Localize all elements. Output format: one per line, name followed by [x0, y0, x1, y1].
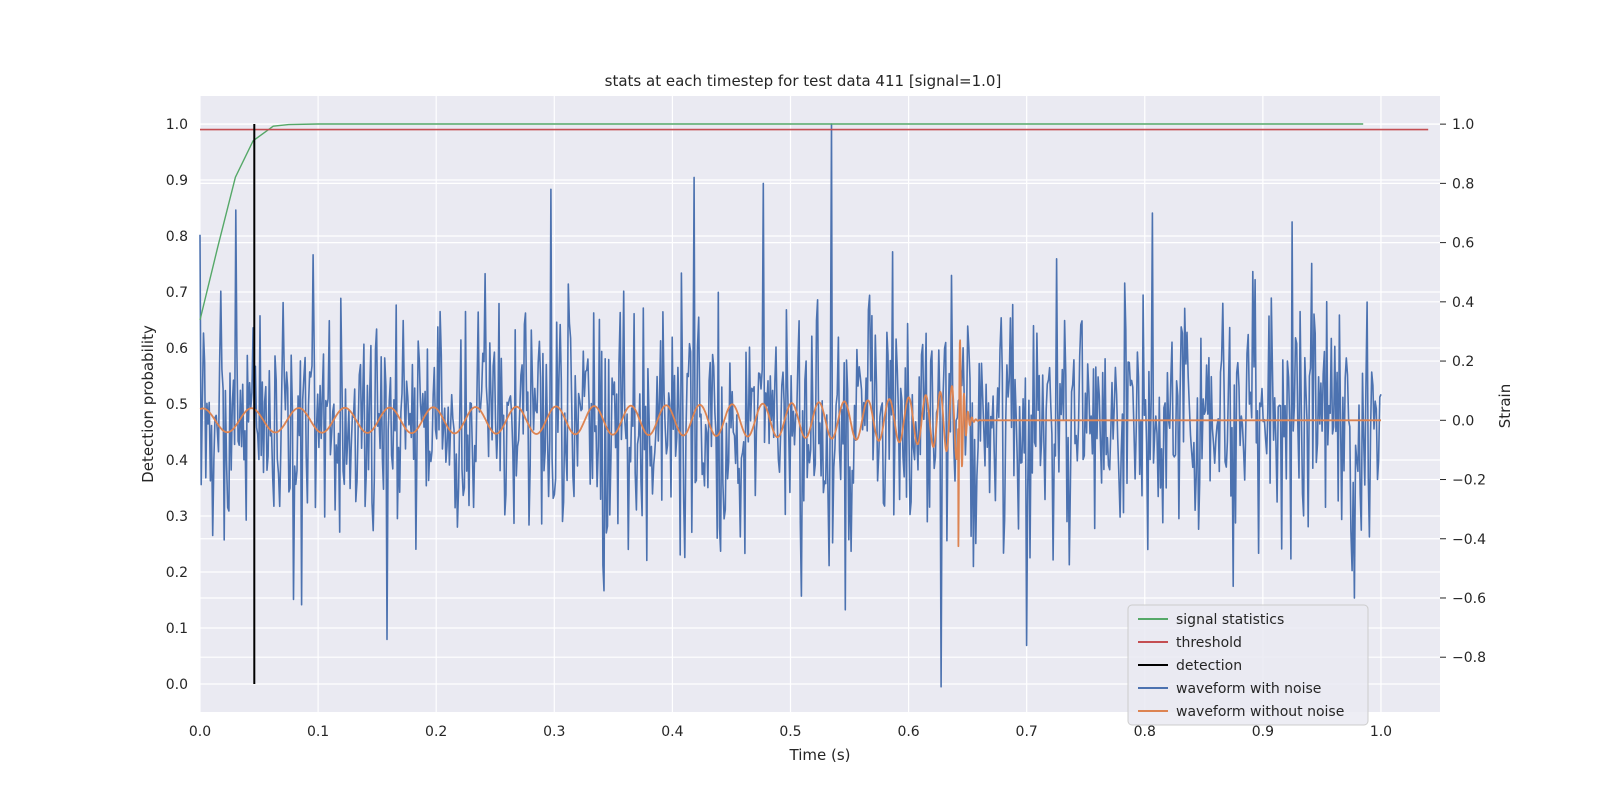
- y-tick-label: 0.6: [166, 341, 188, 357]
- left-axis-ticks: 0.0 0.1 0.2 0.3 0.4 0.5 0.6 0.7 0.8 0.9 1.0: [166, 117, 188, 693]
- y2-axis-title: Strain: [1496, 384, 1514, 428]
- y-tick-label: 0.8: [166, 229, 188, 245]
- y-tick-label: 0.7: [166, 285, 188, 301]
- legend: signal statistics threshold detection wavef…: [1127, 604, 1369, 726]
- legend-label: waveform without noise: [1176, 704, 1344, 720]
- y2-tick-label: 0.6: [1452, 236, 1474, 252]
- x-tick-label: 0.5: [779, 724, 801, 740]
- y2-tick-label: 0.4: [1452, 295, 1474, 311]
- y2-tick-label: 0.8: [1452, 176, 1474, 192]
- y-tick-label: 0.9: [166, 173, 188, 189]
- y-tick-label: 0.1: [166, 621, 188, 637]
- y-tick-label: 0.2: [166, 565, 188, 581]
- y2-tick-label: −0.2: [1452, 473, 1486, 489]
- legend-label: signal statistics: [1176, 612, 1284, 628]
- x-tick-label: 0.1: [307, 724, 329, 740]
- y-tick-label: 0.4: [166, 453, 188, 469]
- x-tick-label: 0.4: [661, 724, 683, 740]
- legend-box: [1127, 604, 1369, 726]
- y2-tick-label: −0.8: [1452, 650, 1486, 666]
- series-waveform-without-noise: [199, 339, 1382, 548]
- y-tick-label: 0.0: [166, 677, 188, 693]
- x-tick-label: 0.0: [189, 724, 211, 740]
- legend-label: detection: [1176, 658, 1242, 674]
- y-tick-label: 0.5: [166, 397, 188, 413]
- y2-tick-label: 0.2: [1452, 354, 1474, 370]
- y-tick-label: 0.3: [166, 509, 188, 525]
- y2-tick-label: −0.4: [1452, 532, 1486, 548]
- y2-tick-label: 0.0: [1452, 413, 1474, 429]
- legend-label: waveform with noise: [1176, 681, 1321, 697]
- series-waveform-with-noise: [199, 123, 1382, 688]
- x-tick-label: 0.2: [425, 724, 447, 740]
- series-signal-statistics: [199, 123, 1364, 321]
- x-tick-label: 0.6: [897, 724, 919, 740]
- x-tick-label: 1.0: [1370, 724, 1392, 740]
- y2-tick-label: −0.6: [1452, 591, 1486, 607]
- chart-title: stats at each timestep for test data 411…: [605, 72, 1002, 90]
- x-tick-label: 0.8: [1134, 724, 1156, 740]
- x-axis-title: Time (s): [789, 746, 851, 764]
- y-axis-title: Detection probability: [139, 325, 157, 483]
- x-tick-label: 0.9: [1252, 724, 1274, 740]
- legend-label: threshold: [1176, 635, 1242, 651]
- x-axis-ticks: 0.0 0.1 0.2 0.3 0.4 0.5 0.6 0.7 0.8 0.9 1.0: [189, 724, 1392, 740]
- x-tick-label: 0.7: [1016, 724, 1038, 740]
- y-tick-label: 1.0: [166, 117, 188, 133]
- right-axis-ticks: −0.8 −0.6 −0.4 −0.2 0.0 0.2 0.4 0.6 0.8 1.0: [1440, 117, 1486, 666]
- y2-tick-label: 1.0: [1452, 117, 1474, 133]
- x-tick-label: 0.3: [543, 724, 565, 740]
- series-layer: [199, 123, 1429, 688]
